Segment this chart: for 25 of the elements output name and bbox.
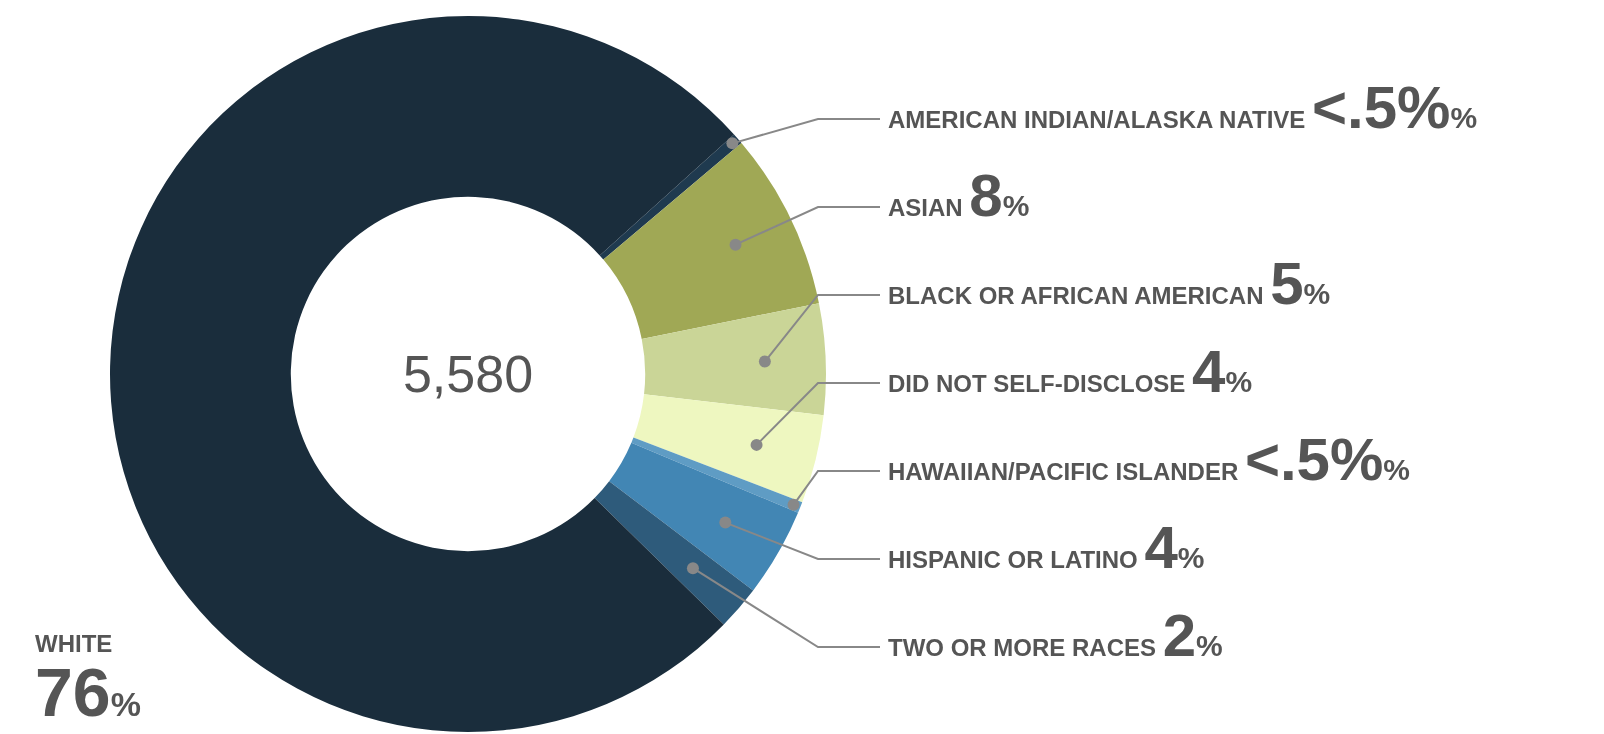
data-label: 5% bbox=[1270, 250, 1331, 317]
slice-label: DID NOT SELF-DISCLOSE bbox=[888, 370, 1193, 397]
data-label: 76% bbox=[35, 654, 141, 730]
slice-label: ASIAN bbox=[888, 194, 970, 221]
donut-slice bbox=[594, 481, 754, 625]
data-label: <.5%% bbox=[1312, 74, 1478, 141]
donut-slice bbox=[603, 142, 819, 339]
donut-slice bbox=[641, 303, 826, 416]
donut-slice bbox=[609, 442, 799, 591]
data-label: <.5%% bbox=[1244, 426, 1411, 493]
donut-slice bbox=[631, 437, 803, 513]
donut-slice bbox=[110, 16, 735, 732]
slice-label: HISPANIC OR LATINO bbox=[888, 546, 1145, 573]
slice-label: BLACK OR AFRICAN AMERICAN bbox=[888, 282, 1271, 309]
slice-label: HAWAIIAN/PACIFIC ISLANDER bbox=[888, 458, 1245, 485]
slice-label: TWO OR MORE RACES bbox=[888, 634, 1163, 661]
slice-label: WHITE bbox=[35, 630, 113, 657]
donut-slice bbox=[633, 394, 824, 503]
data-label: 8% bbox=[969, 162, 1030, 229]
data-label: 4% bbox=[1192, 338, 1253, 405]
slice-label: AMERICAN INDIAN/ALASKA NATIVE bbox=[888, 106, 1312, 133]
text: 5,580 bbox=[402, 345, 534, 403]
donut-slice bbox=[599, 134, 742, 260]
data-label: 4% bbox=[1144, 514, 1205, 581]
data-label: 2% bbox=[1162, 602, 1223, 669]
